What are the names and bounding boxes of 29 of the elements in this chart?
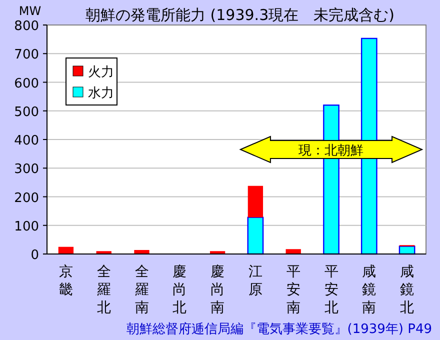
x-tick-label: 全羅北 — [96, 264, 111, 316]
legend-label: 火力 — [88, 65, 114, 80]
x-tick-label: 京畿 — [58, 264, 73, 298]
y-tick-label: 0 — [30, 248, 39, 263]
y-tick-label: 400 — [14, 134, 39, 148]
y-tick-label: 300 — [14, 162, 39, 178]
bar — [286, 249, 301, 254]
x-tick-label: 平安南 — [286, 264, 300, 316]
y-tick-label: 800 — [14, 19, 39, 34]
y-tick-label: 600 — [14, 76, 39, 92]
y-tick-label: 100 — [14, 219, 39, 234]
bar — [247, 216, 264, 255]
y-tick-label: 500 — [14, 104, 39, 120]
x-tick-label: 咸鏡北 — [400, 264, 414, 316]
x-tick-label: 江原 — [248, 264, 262, 298]
annotation: 現：北朝鮮 — [298, 144, 364, 159]
legend-label: 水力 — [88, 86, 114, 101]
chart-title: 朝鮮の発電所能力 (1939.3現在 未完成含む) — [86, 6, 394, 24]
bar — [58, 246, 74, 254]
y-tick-label: 200 — [14, 190, 39, 206]
x-tick-label: 全羅南 — [134, 264, 149, 316]
y-axis-title: MW — [18, 4, 42, 18]
text: 朝鮮総督府逓信局編『電気事業要覧』(1939年) P49 — [126, 321, 432, 337]
x-tick-label: 慶尚北 — [172, 264, 187, 316]
bar — [248, 186, 264, 218]
x-tick-label: 平安北 — [324, 264, 338, 316]
x-tick-label: 咸鏡南 — [362, 264, 376, 316]
x-tick-label: 慶尚南 — [210, 264, 225, 316]
y-tick-label: 700 — [14, 48, 39, 63]
